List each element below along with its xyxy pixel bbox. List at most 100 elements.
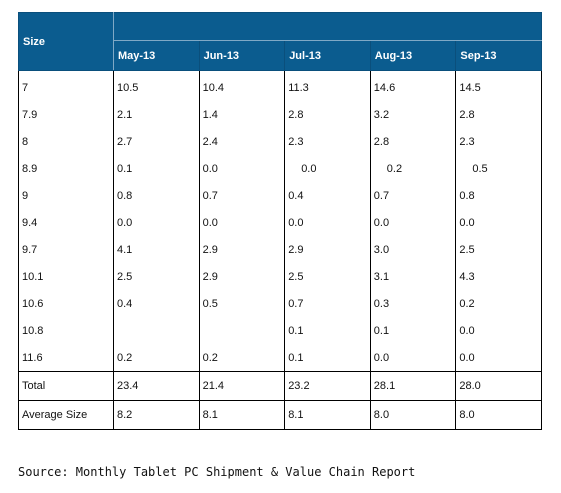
total-cell: 23.2 (284, 371, 371, 401)
value-cell: 0.1 (284, 344, 371, 372)
value-cell: 2.4 (198, 128, 286, 155)
average-size-row: Average Size 8.2 8.1 8.1 8.0 8.0 (18, 400, 542, 430)
value-cell: 3.2 (369, 101, 457, 128)
table-row: 9.7 4.1 2.9 2.9 3.0 2.5 (18, 236, 542, 263)
size-cell: 10.1 (18, 263, 114, 290)
value-cell (113, 317, 200, 344)
value-cell: 0.1 (369, 317, 457, 344)
value-cell: 14.5 (455, 70, 542, 101)
value-cell: 0.3 (369, 290, 457, 317)
value-cell: 1.4 (198, 101, 286, 128)
value-cell: 0.0 (369, 209, 457, 236)
shipment-table: Size May-13 Jun-13 Jul-13 Aug-13 Sep-13 … (18, 11, 542, 430)
value-cell: 2.9 (198, 263, 286, 290)
value-cell: 4.3 (455, 263, 542, 290)
total-cell: 23.4 (113, 371, 200, 401)
month-header: Sep-13 (455, 40, 542, 71)
value-cell: 0.5 (455, 155, 542, 182)
value-cell: 0.0 (198, 209, 286, 236)
table-row: 10.6 0.4 0.5 0.7 0.3 0.2 (18, 290, 542, 317)
value-cell: 10.4 (198, 70, 286, 101)
value-cell: 2.1 (113, 101, 200, 128)
value-cell: 0.0 (455, 209, 542, 236)
table-row: 7.9 2.1 1.4 2.8 3.2 2.8 (18, 101, 542, 128)
value-cell: 0.7 (369, 182, 457, 209)
average-cell: 8.2 (113, 400, 200, 430)
value-cell: 2.3 (455, 128, 542, 155)
average-cell: 8.1 (284, 400, 371, 430)
value-cell: 0.8 (113, 182, 200, 209)
value-cell: 0.2 (113, 344, 200, 372)
value-cell: 3.0 (369, 236, 457, 263)
value-cell: 0.0 (198, 155, 286, 182)
total-cell: 28.0 (455, 371, 542, 401)
value-cell: 2.5 (455, 236, 542, 263)
size-cell: 8 (18, 128, 114, 155)
value-cell: 2.3 (284, 128, 371, 155)
shipment-table-container: Size May-13 Jun-13 Jul-13 Aug-13 Sep-13 … (18, 11, 542, 430)
value-cell: 0.8 (455, 182, 542, 209)
value-cell: 0.1 (284, 317, 371, 344)
table-row: 8.9 0.1 0.0 0.0 0.2 0.5 (18, 155, 542, 182)
total-cell: 21.4 (198, 371, 286, 401)
value-cell: 2.8 (284, 101, 371, 128)
header-band (113, 11, 542, 42)
value-cell: 0.0 (284, 209, 371, 236)
value-cell: 0.1 (113, 155, 200, 182)
size-cell: 11.6 (18, 344, 114, 372)
value-cell: 0.7 (198, 182, 286, 209)
value-cell: 0.0 (455, 344, 542, 372)
value-cell: 0.0 (113, 209, 200, 236)
value-cell: 0.2 (198, 344, 286, 372)
value-cell: 0.2 (369, 155, 457, 182)
value-cell: 2.8 (369, 128, 457, 155)
value-cell: 0.0 (284, 155, 371, 182)
value-cell: 2.8 (455, 101, 542, 128)
average-cell: 8.0 (455, 400, 542, 430)
table-row: 9.4 0.0 0.0 0.0 0.0 0.0 (18, 209, 542, 236)
value-cell: 0.5 (198, 290, 286, 317)
size-cell: 9.4 (18, 209, 114, 236)
value-cell: 0.7 (284, 290, 371, 317)
value-cell: 14.6 (369, 70, 457, 101)
table-row: 11.6 0.2 0.2 0.1 0.0 0.0 (18, 344, 542, 372)
value-cell: 11.3 (284, 70, 371, 101)
value-cell: 10.5 (113, 70, 200, 101)
size-cell: 10.6 (18, 290, 114, 317)
value-cell: 3.1 (369, 263, 457, 290)
month-header: Aug-13 (369, 40, 457, 71)
month-header: May-13 (113, 40, 200, 71)
total-row: Total 23.4 21.4 23.2 28.1 28.0 (18, 371, 542, 401)
table-row: 7 10.5 10.4 11.3 14.6 14.5 (18, 70, 542, 101)
total-label: Total (18, 371, 114, 401)
value-cell: 4.1 (113, 236, 200, 263)
value-cell: 2.9 (284, 236, 371, 263)
size-cell: 10.8 (18, 317, 114, 344)
month-header: Jul-13 (284, 40, 371, 71)
value-cell: 0.4 (113, 290, 200, 317)
table-row: 10.8 0.1 0.1 0.0 (18, 317, 542, 344)
value-cell (198, 317, 286, 344)
value-cell: 2.7 (113, 128, 200, 155)
value-cell: 0.4 (284, 182, 371, 209)
size-cell: 8.9 (18, 155, 114, 182)
size-column-header: Size (18, 12, 114, 71)
average-label: Average Size (18, 400, 114, 430)
table-row: 10.1 2.5 2.9 2.5 3.1 4.3 (18, 263, 542, 290)
table-row: 8 2.7 2.4 2.3 2.8 2.3 (18, 128, 542, 155)
average-cell: 8.0 (369, 400, 457, 430)
size-cell: 7 (18, 70, 114, 101)
size-cell: 9 (18, 182, 114, 209)
average-cell: 8.1 (198, 400, 286, 430)
value-cell: 2.9 (198, 236, 286, 263)
size-cell: 9.7 (18, 236, 114, 263)
total-cell: 28.1 (369, 371, 457, 401)
value-cell: 2.5 (284, 263, 371, 290)
source-caption: Source: Monthly Tablet PC Shipment & Val… (18, 465, 416, 479)
table-row: 9 0.8 0.7 0.4 0.7 0.8 (18, 182, 542, 209)
value-cell: 2.5 (113, 263, 200, 290)
value-cell: 0.0 (455, 317, 542, 344)
month-header: Jun-13 (198, 40, 286, 71)
value-cell: 0.2 (455, 290, 542, 317)
size-cell: 7.9 (18, 101, 114, 128)
